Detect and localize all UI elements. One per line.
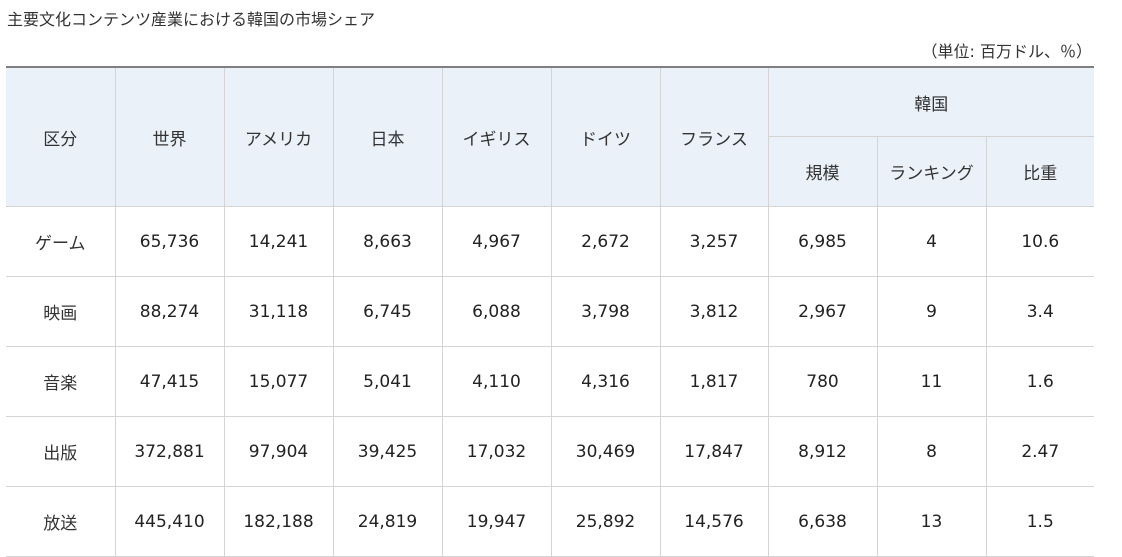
page-title: 主要文化コンテンツ産業における韓国の市場シェア [7, 10, 376, 29]
cell-uk: 6,088 [442, 276, 552, 347]
row-label: ゲーム [6, 206, 116, 277]
cell-japan: 8,663 [333, 206, 443, 277]
cell-korea-rank: 9 [877, 276, 987, 347]
cell-germany: 25,892 [551, 486, 661, 557]
cell-korea-rank: 4 [877, 206, 987, 277]
cell-germany: 30,469 [551, 416, 661, 487]
header-korea-ranking: ランキング [877, 136, 987, 207]
header-germany: ドイツ [551, 67, 661, 207]
cell-america: 15,077 [224, 346, 334, 417]
cell-america: 97,904 [224, 416, 334, 487]
cell-germany: 3,798 [551, 276, 661, 347]
header-france: フランス [660, 67, 769, 207]
cell-korea-scale: 780 [768, 346, 878, 417]
row-label: 映画 [6, 276, 116, 347]
cell-france: 14,576 [660, 486, 769, 557]
cell-france: 1,817 [660, 346, 769, 417]
cell-uk: 17,032 [442, 416, 552, 487]
cell-america: 14,241 [224, 206, 334, 277]
cell-japan: 24,819 [333, 486, 443, 557]
cell-korea-rank: 8 [877, 416, 987, 487]
cell-korea-share: 3.4 [986, 276, 1094, 347]
cell-world: 372,881 [115, 416, 225, 487]
header-row: 区分 世界 アメリカ 日本 イギリス ドイツ フランス 韓国 [6, 67, 1094, 207]
cell-america: 182,188 [224, 486, 334, 557]
header-america: アメリカ [224, 67, 334, 207]
table-row: 映画 88,274 31,118 6,745 6,088 3,798 3,812… [6, 276, 1094, 347]
market-share-table: 区分 世界 アメリカ 日本 イギリス ドイツ フランス 韓国 規模 ランキング … [6, 66, 1094, 557]
header-korea-share: 比重 [986, 136, 1094, 207]
row-label: 音楽 [6, 346, 116, 417]
cell-france: 3,812 [660, 276, 769, 347]
unit-note: （単位: 百万ドル、％） [921, 42, 1092, 61]
cell-world: 445,410 [115, 486, 225, 557]
header-japan: 日本 [333, 67, 443, 207]
header-subrow: 規模 ランキング 比重 [6, 136, 1094, 207]
row-label: 出版 [6, 416, 116, 487]
cell-world: 65,736 [115, 206, 225, 277]
cell-japan: 6,745 [333, 276, 443, 347]
header-korea: 韓国 [768, 67, 1094, 137]
cell-korea-share: 10.6 [986, 206, 1094, 277]
cell-world: 88,274 [115, 276, 225, 347]
cell-korea-rank: 13 [877, 486, 987, 557]
cell-germany: 2,672 [551, 206, 661, 277]
cell-germany: 4,316 [551, 346, 661, 417]
header-category: 区分 [6, 67, 116, 207]
cell-korea-scale: 2,967 [768, 276, 878, 347]
cell-america: 31,118 [224, 276, 334, 347]
cell-japan: 5,041 [333, 346, 443, 417]
table-row: 出版 372,881 97,904 39,425 17,032 30,469 1… [6, 416, 1094, 487]
cell-world: 47,415 [115, 346, 225, 417]
cell-korea-share: 1.5 [986, 486, 1094, 557]
cell-japan: 39,425 [333, 416, 443, 487]
cell-france: 17,847 [660, 416, 769, 487]
cell-uk: 4,110 [442, 346, 552, 417]
cell-korea-scale: 6,985 [768, 206, 878, 277]
header-uk: イギリス [442, 67, 552, 207]
cell-korea-share: 2.47 [986, 416, 1094, 487]
cell-korea-share: 1.6 [986, 346, 1094, 417]
cell-uk: 4,967 [442, 206, 552, 277]
table-row: 音楽 47,415 15,077 5,041 4,110 4,316 1,817… [6, 346, 1094, 417]
header-korea-scale: 規模 [768, 136, 878, 207]
cell-korea-scale: 6,638 [768, 486, 878, 557]
table-row: 放送 445,410 182,188 24,819 19,947 25,892 … [6, 486, 1094, 557]
header-world: 世界 [115, 67, 225, 207]
cell-korea-scale: 8,912 [768, 416, 878, 487]
cell-korea-rank: 11 [877, 346, 987, 417]
cell-uk: 19,947 [442, 486, 552, 557]
row-label: 放送 [6, 486, 116, 557]
table-row: ゲーム 65,736 14,241 8,663 4,967 2,672 3,25… [6, 206, 1094, 277]
cell-france: 3,257 [660, 206, 769, 277]
